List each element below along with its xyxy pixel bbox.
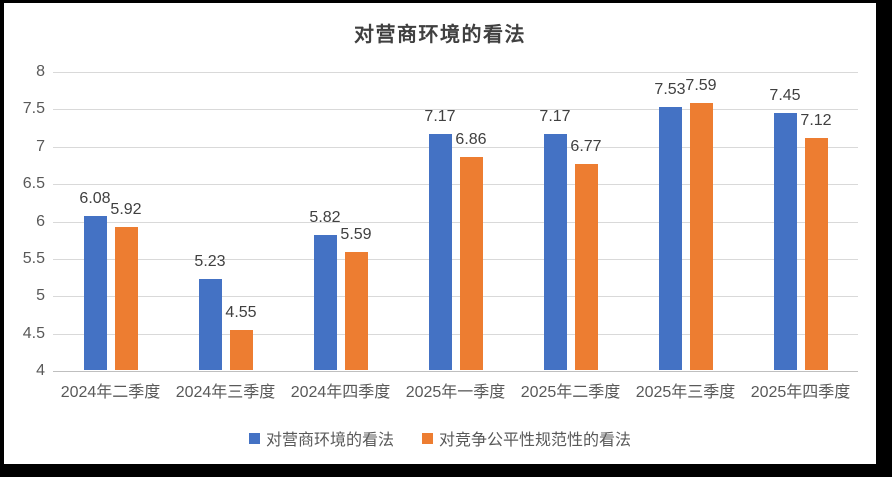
gridline [53, 72, 858, 73]
data-label: 5.59 [340, 226, 372, 244]
gridline [53, 333, 858, 335]
data-label: 7.17 [424, 108, 456, 126]
bar-series-1 [459, 157, 483, 370]
x-category-label: 2025年四季度 [750, 384, 851, 401]
bar-series-0 [773, 113, 797, 370]
y-tick-label: 6 [36, 212, 45, 230]
bar-series-1 [804, 137, 828, 370]
x-category-label: 2025年二季度 [520, 384, 621, 401]
bar-series-0 [428, 134, 452, 370]
legend-item: 对营商环境的看法 [248, 426, 394, 450]
bar-series-1 [689, 102, 713, 370]
x-category-label: 2025年三季度 [635, 384, 736, 401]
bar-group: 5.23 4.55 [168, 72, 283, 371]
bar-series-0 [198, 279, 222, 370]
legend-swatch-icon [248, 432, 260, 444]
bar-series-0 [543, 134, 567, 370]
gridline [53, 371, 858, 372]
y-tick-label: 8 [36, 63, 45, 80]
gridline [53, 258, 858, 260]
bar-series-1 [344, 252, 368, 370]
gridline [53, 296, 858, 298]
bar-series-0 [83, 215, 107, 370]
bar-group: 7.45 7.12 [743, 72, 858, 371]
y-tick-label: 7.5 [22, 100, 45, 118]
x-axis: 2024年二季度 2024年三季度 2024年四季度 2025年一季度 2025年二季度… [53, 378, 858, 402]
bar-group: 7.17 6.77 [513, 72, 628, 371]
data-label: 7.59 [685, 76, 717, 94]
chart-title: 对营商环境的看法 [354, 24, 526, 46]
bar-group: 7.53 7.59 [628, 72, 743, 371]
data-label: 6.86 [455, 131, 487, 149]
data-label: 6.08 [79, 189, 111, 207]
legend-label: 对竞争公平性规范性的看法 [439, 432, 632, 449]
data-label: 7.53 [654, 81, 686, 99]
x-category-label: 2024年四季度 [290, 384, 391, 401]
data-label: 7.12 [800, 111, 832, 129]
x-category-label: 2024年二季度 [60, 384, 161, 401]
y-tick-label: 7 [36, 137, 45, 155]
bar-series-1 [229, 329, 253, 370]
bar-group: 5.82 5.59 [283, 72, 398, 371]
legend: 对营商环境的看法 对竞争公平性规范性的看法 [4, 426, 876, 450]
legend-swatch-icon [422, 432, 433, 444]
y-tick-label: 4 [36, 362, 45, 379]
y-tick-label: 6.5 [22, 175, 45, 193]
bar-series-1 [574, 163, 598, 370]
bar-series-1 [114, 227, 138, 370]
x-category-label: 2025年一季度 [405, 384, 506, 401]
gridline [53, 109, 858, 111]
y-tick-label: 5 [36, 287, 45, 305]
data-label: 5.82 [309, 208, 341, 226]
y-tick-label: 5.5 [22, 249, 45, 267]
bar-group: 6.08 5.92 [53, 72, 168, 371]
data-label: 5.92 [110, 201, 142, 219]
data-label: 7.17 [539, 108, 571, 126]
bar-series-0 [313, 234, 337, 370]
data-label: 7.45 [769, 87, 801, 105]
x-category-label: 2024年三季度 [175, 384, 276, 401]
bar-series-0 [658, 107, 682, 370]
data-label: 5.23 [194, 253, 226, 271]
gridline [53, 221, 858, 223]
y-tick-label: 4.5 [22, 324, 45, 342]
legend-label: 对营商环境的看法 [265, 432, 394, 449]
legend-item: 对竞争公平性规范性的看法 [422, 426, 631, 450]
data-label: 4.55 [225, 303, 257, 321]
plot-area: 8 7.5 7 6.5 6 5.5 5 4.5 4 6.08 5.92 5.23 4.55 5.82 5.5… [23, 63, 858, 379]
gridline [53, 184, 858, 186]
data-label: 6.77 [570, 137, 602, 155]
gridline [53, 146, 858, 148]
chart-panel: 对营商环境的看法 8 7.5 7 6.5 6 5.5 5 4.5 4 6.08 5.92 5.23 4.… [4, 3, 876, 464]
bar-group: 7.17 6.86 [398, 72, 513, 371]
